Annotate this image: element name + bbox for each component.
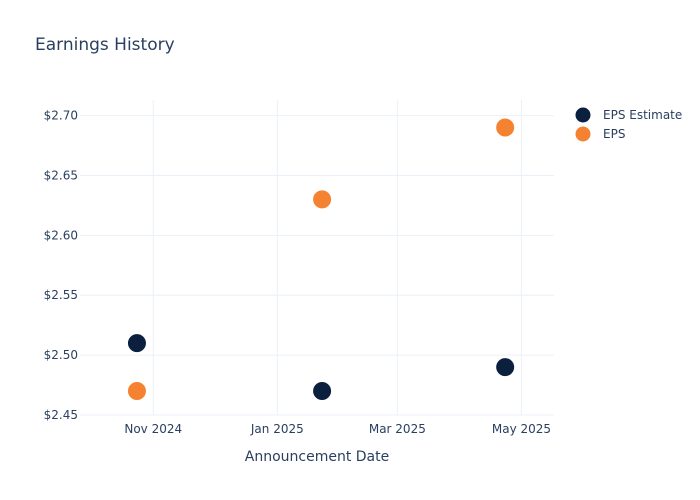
y-tick-label: $2.70 [44, 109, 78, 123]
y-tick-label: $2.60 [44, 228, 78, 242]
y-tick-label: $2.45 [44, 408, 78, 422]
y-axis: $2.45 $2.50 $2.55 $2.60 $2.65 $2.70 [44, 109, 78, 422]
y-tick-label: $2.55 [44, 288, 78, 302]
legend-marker [574, 125, 592, 143]
legend-label: EPS Estimate [603, 108, 682, 122]
legend-item-eps-estimate[interactable]: EPS Estimate [574, 106, 682, 124]
grid [80, 100, 554, 416]
x-tick-label: Mar 2025 [369, 422, 426, 436]
legend-marker [574, 106, 592, 124]
data-point-eps-estimate-2[interactable] [495, 357, 516, 378]
x-tick-label: May 2025 [492, 422, 551, 436]
data-points [126, 117, 516, 402]
legend-label: EPS [603, 127, 625, 141]
data-point-eps-estimate-0[interactable] [126, 333, 147, 354]
data-point-eps-1[interactable] [312, 189, 333, 210]
legend[interactable]: EPS Estimate EPS [574, 106, 682, 143]
y-tick-label: $2.50 [44, 348, 78, 362]
y-tick-label: $2.65 [44, 168, 78, 182]
data-point-eps-2[interactable] [495, 117, 516, 138]
data-point-eps-0[interactable] [126, 381, 147, 402]
chart-title: Earnings History [35, 35, 175, 55]
legend-item-eps[interactable]: EPS [574, 125, 625, 143]
x-axis: Nov 2024 Jan 2025 Mar 2025 May 2025 [124, 422, 551, 436]
x-tick-label: Nov 2024 [124, 422, 182, 436]
data-point-eps-estimate-1[interactable] [312, 381, 333, 402]
x-tick-label: Jan 2025 [250, 422, 304, 436]
x-axis-title: Announcement Date [245, 449, 389, 465]
